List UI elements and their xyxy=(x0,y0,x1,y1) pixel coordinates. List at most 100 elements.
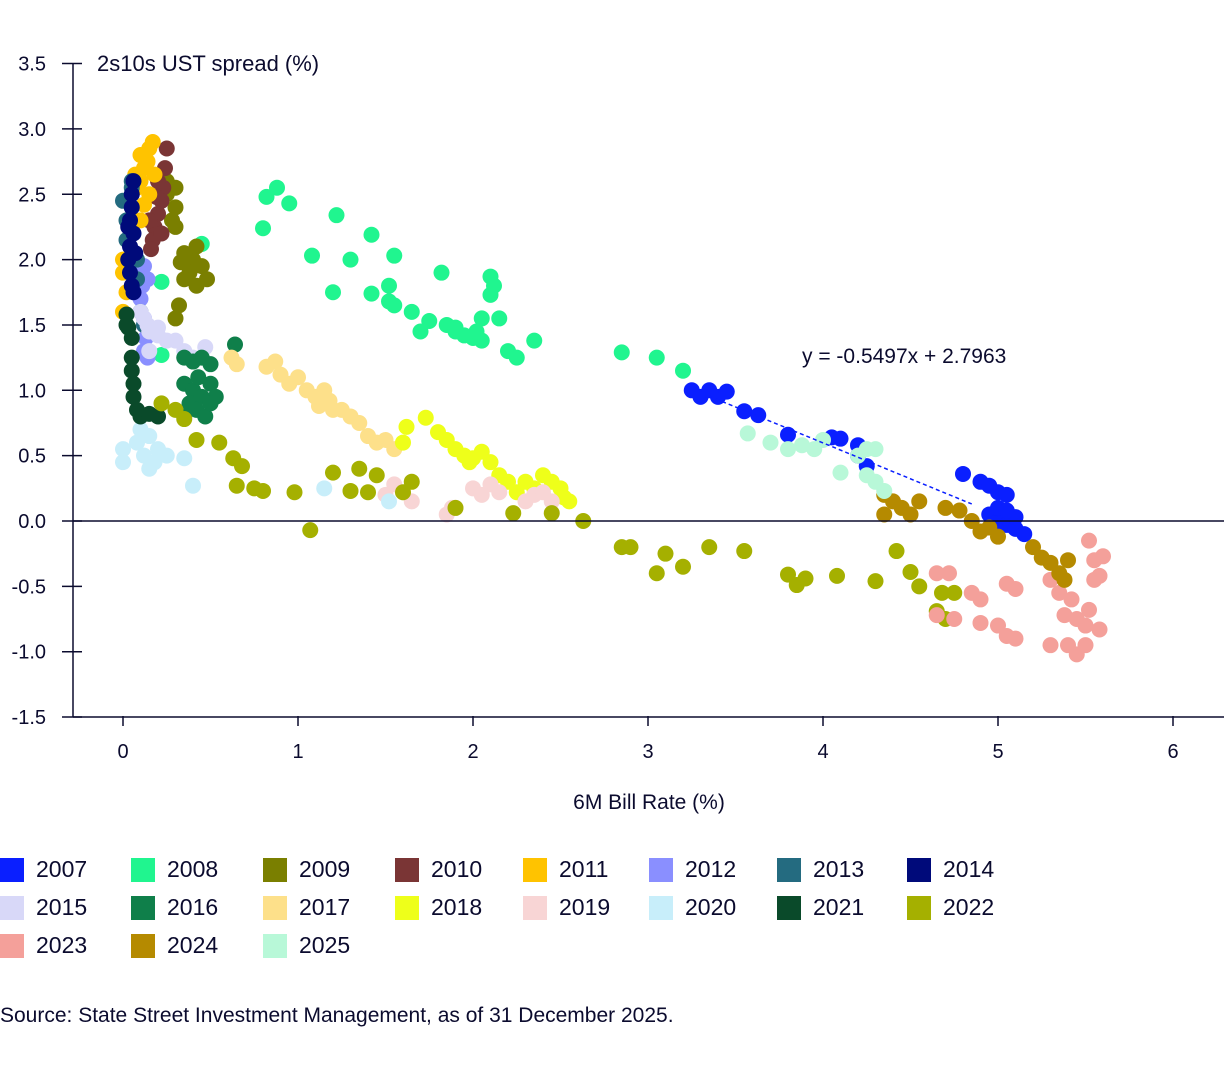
point-2007 xyxy=(955,465,971,482)
trendline-equation: y = -0.5497x + 2.7963 xyxy=(802,345,1006,368)
y-tick-label: 3.5 xyxy=(18,54,46,76)
point-2025 xyxy=(762,434,779,451)
point-2015 xyxy=(141,343,158,360)
point-2019 xyxy=(543,493,560,510)
point-2022 xyxy=(395,484,411,501)
point-2017 xyxy=(267,353,284,370)
point-2024 xyxy=(1056,571,1073,588)
legend-swatch xyxy=(777,857,801,882)
point-2010 xyxy=(153,225,170,242)
point-2011 xyxy=(146,166,163,183)
legend-label: 2011 xyxy=(559,856,609,882)
legend-label: 2009 xyxy=(299,856,351,882)
point-2024 xyxy=(981,519,998,536)
legend-label: 2018 xyxy=(431,894,483,920)
point-2022 xyxy=(911,578,928,595)
point-2009 xyxy=(172,254,189,271)
legend-item-2024: 2024 xyxy=(131,932,218,959)
point-2023 xyxy=(946,611,963,628)
legend-label: 2021 xyxy=(813,894,865,920)
point-2023 xyxy=(1042,637,1059,654)
legend-swatch xyxy=(263,933,287,958)
y-tick-label: 1.5 xyxy=(18,315,46,337)
legend-swatch xyxy=(131,933,155,958)
point-2023 xyxy=(928,607,945,624)
point-2025 xyxy=(780,441,796,458)
point-2021 xyxy=(118,316,135,333)
point-2009 xyxy=(171,297,187,314)
point-2007 xyxy=(998,502,1015,519)
point-2024 xyxy=(1060,552,1076,569)
x-tick-label: 2 xyxy=(467,741,478,763)
point-2022 xyxy=(255,482,271,499)
legend-label: 2013 xyxy=(813,856,865,882)
point-2024 xyxy=(1042,554,1059,571)
legend-item-2015: 2015 xyxy=(0,894,87,921)
point-2022 xyxy=(736,543,753,560)
x-tick-label: 0 xyxy=(117,741,128,763)
legend-label: 2010 xyxy=(431,856,483,882)
point-2018 xyxy=(461,454,478,471)
point-2017 xyxy=(321,392,338,409)
point-2008 xyxy=(342,251,359,268)
legend-item-2025: 2025 xyxy=(263,932,350,959)
point-2022 xyxy=(286,484,303,501)
axes: 3.5 3.0 2.5 2.0 1.5 1.0 0.5 0.0 -0.5 -1.0 -1.5 0 1 2 3… xyxy=(12,54,1224,763)
legend-swatch xyxy=(131,857,155,882)
point-2024 xyxy=(1025,539,1041,556)
point-2018 xyxy=(473,443,490,460)
point-2008 xyxy=(675,362,691,379)
point-2014 xyxy=(125,173,142,190)
legend-item-2008: 2008 xyxy=(131,856,218,883)
y-tick-label: 2.0 xyxy=(18,250,46,272)
point-2022 xyxy=(888,543,905,560)
point-2020 xyxy=(115,441,131,458)
point-2023 xyxy=(1077,637,1094,654)
y-tick-label: 3.0 xyxy=(18,119,46,141)
legend-item-2023: 2023 xyxy=(0,932,87,959)
point-2008 xyxy=(403,303,420,320)
point-2023 xyxy=(1081,601,1097,618)
point-2023 xyxy=(1056,607,1073,624)
point-2023 xyxy=(1077,617,1094,634)
point-2022 xyxy=(188,431,205,448)
x-tick-label: 6 xyxy=(1167,741,1178,763)
point-2014 xyxy=(122,264,138,281)
scatter-chart: 2s10s UST spread (%) 6M Bill Rate (%) 3.… xyxy=(12,51,1224,814)
point-2010 xyxy=(143,241,159,258)
point-2017 xyxy=(351,414,368,431)
legend-item-2018: 2018 xyxy=(395,894,482,921)
point-2008 xyxy=(255,220,271,237)
legend-swatch xyxy=(263,895,287,920)
legend-item-2012: 2012 xyxy=(649,856,736,883)
point-2020 xyxy=(381,493,397,510)
point-2008 xyxy=(421,313,438,330)
point-2008 xyxy=(304,247,320,264)
point-2023 xyxy=(990,617,1006,634)
point-2010 xyxy=(158,140,175,157)
point-2020 xyxy=(185,477,201,494)
point-2020 xyxy=(150,441,166,458)
legend-item-2020: 2020 xyxy=(649,894,736,921)
point-2008 xyxy=(328,207,345,224)
point-2008 xyxy=(386,297,403,314)
point-2022 xyxy=(360,484,376,501)
point-2009 xyxy=(167,218,184,235)
point-2017 xyxy=(228,356,245,373)
point-2023 xyxy=(1091,567,1108,584)
point-2021 xyxy=(129,401,145,418)
point-2016 xyxy=(202,395,219,412)
point-2015 xyxy=(150,319,166,336)
point-2009 xyxy=(193,258,210,275)
point-2025 xyxy=(832,464,849,481)
point-2022 xyxy=(176,411,193,428)
point-2022 xyxy=(153,395,170,412)
legend-label: 2008 xyxy=(167,856,219,882)
point-2016 xyxy=(202,356,219,373)
point-2008 xyxy=(153,273,170,290)
point-2011 xyxy=(136,196,152,213)
point-2023 xyxy=(1007,580,1024,597)
point-2008 xyxy=(381,277,397,294)
legend-label: 2015 xyxy=(36,894,88,920)
point-2016 xyxy=(190,369,207,386)
